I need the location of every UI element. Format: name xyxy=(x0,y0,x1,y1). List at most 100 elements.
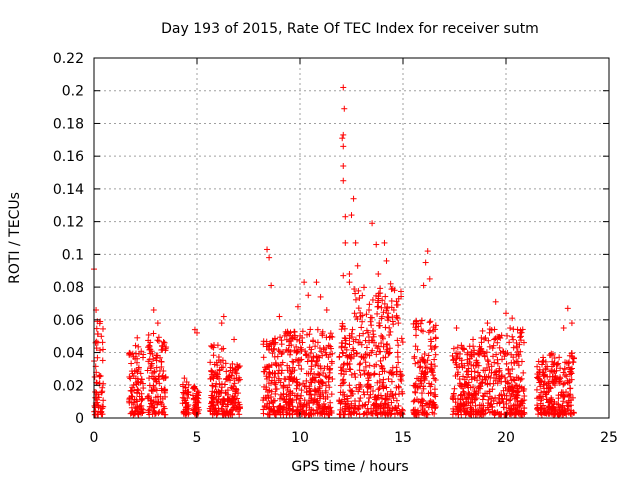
data-point xyxy=(450,408,457,415)
data-point xyxy=(362,337,369,344)
data-point xyxy=(431,363,438,370)
data-point xyxy=(274,353,281,360)
data-point xyxy=(518,397,525,404)
data-point xyxy=(423,410,430,417)
data-point xyxy=(412,360,419,367)
data-point xyxy=(454,350,461,357)
data-point xyxy=(207,375,214,382)
y-tick-labels: 0 0.02 0.04 0.06 0.08 0.1 0.12 0.14 0.16 0.18 0.2 0… xyxy=(53,51,84,427)
data-point xyxy=(381,400,388,407)
data-point xyxy=(296,400,303,407)
data-point xyxy=(161,411,168,418)
data-point xyxy=(395,320,402,327)
data-point xyxy=(426,275,433,282)
data-point xyxy=(363,383,370,390)
data-point xyxy=(393,368,400,375)
data-point xyxy=(373,351,380,358)
data-point xyxy=(361,370,368,377)
data-point xyxy=(146,403,153,410)
data-point xyxy=(383,257,390,264)
data-point xyxy=(389,364,396,371)
data-point xyxy=(449,411,456,418)
data-point xyxy=(464,408,471,415)
data-point xyxy=(126,399,133,406)
data-point xyxy=(356,398,363,405)
data-point xyxy=(510,326,517,333)
data-point xyxy=(397,376,404,383)
data-point xyxy=(456,404,463,411)
data-point xyxy=(356,295,363,302)
data-point xyxy=(352,336,359,343)
data-point xyxy=(328,358,335,365)
data-point xyxy=(421,377,428,384)
data-point xyxy=(145,393,152,400)
data-point xyxy=(340,379,347,386)
data-point xyxy=(303,352,310,359)
data-point xyxy=(418,317,425,324)
data-point xyxy=(273,385,280,392)
data-point xyxy=(268,282,275,289)
data-point xyxy=(327,333,334,340)
data-point xyxy=(229,369,236,376)
data-point xyxy=(374,411,381,418)
data-point xyxy=(155,334,162,341)
data-point xyxy=(363,311,370,318)
data-point xyxy=(298,365,305,372)
data-point xyxy=(97,372,104,379)
data-point xyxy=(319,330,326,337)
data-point xyxy=(154,337,161,344)
data-point xyxy=(343,400,350,407)
data-point xyxy=(362,363,369,370)
data-point xyxy=(352,296,359,303)
data-point xyxy=(412,324,419,331)
data-point xyxy=(220,395,227,402)
data-point xyxy=(342,239,349,246)
data-point xyxy=(194,399,201,406)
data-point xyxy=(229,407,236,414)
data-point xyxy=(290,359,297,366)
data-point xyxy=(353,384,360,391)
data-point xyxy=(422,259,429,266)
data-point xyxy=(288,399,295,406)
data-point xyxy=(130,401,137,408)
data-point xyxy=(424,357,431,364)
data-point xyxy=(138,405,145,412)
data-point xyxy=(378,304,385,311)
data-point xyxy=(340,84,347,91)
data-point xyxy=(181,390,188,397)
data-point xyxy=(277,391,284,398)
data-point xyxy=(307,350,314,357)
data-point xyxy=(470,384,477,391)
data-point xyxy=(418,398,425,405)
data-point xyxy=(298,356,305,363)
data-point xyxy=(280,382,287,389)
data-point xyxy=(360,354,367,361)
data-point xyxy=(328,391,335,398)
data-point xyxy=(381,239,388,246)
data-point xyxy=(307,326,314,333)
data-point xyxy=(145,409,152,416)
data-point xyxy=(185,411,192,418)
data-point xyxy=(305,292,312,299)
data-point xyxy=(432,391,439,398)
data-point xyxy=(158,387,165,394)
data-point xyxy=(460,388,467,395)
data-point xyxy=(354,350,361,357)
data-point xyxy=(327,399,334,406)
data-point xyxy=(134,368,141,375)
data-point xyxy=(294,348,301,355)
data-point xyxy=(336,398,343,405)
data-point xyxy=(127,375,134,382)
data-point xyxy=(269,399,276,406)
data-point xyxy=(278,337,285,344)
data-point xyxy=(159,372,166,379)
data-point xyxy=(458,382,465,389)
data-point xyxy=(383,384,390,391)
data-point xyxy=(342,213,349,220)
data-point xyxy=(377,357,384,364)
data-point xyxy=(343,352,350,359)
data-point xyxy=(364,351,371,358)
data-point xyxy=(99,346,106,353)
data-point xyxy=(421,358,428,365)
data-point xyxy=(135,343,142,350)
